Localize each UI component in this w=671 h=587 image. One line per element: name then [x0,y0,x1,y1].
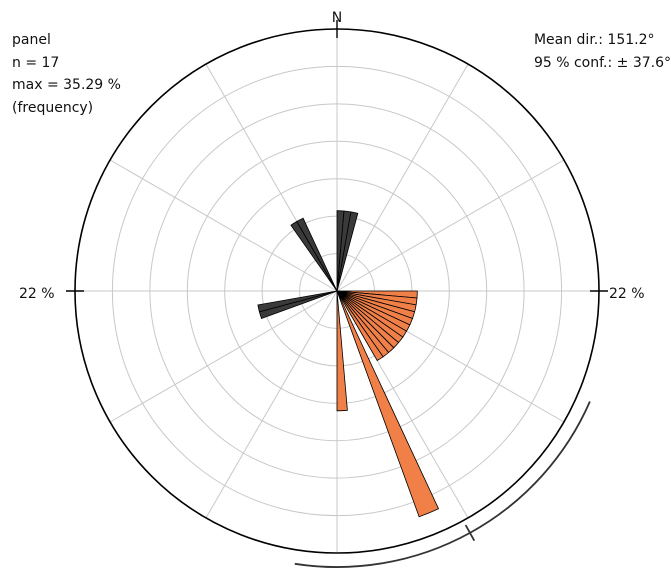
max-frequency: max = 35.29 % [12,77,121,93]
scale-label-left: 22 % [19,286,55,302]
petal-other [290,220,338,292]
panel-label: panel [12,32,51,48]
mean-direction: Mean dir.: 151.2° [533,32,655,48]
stats-panel-left: panel n = 17 max = 35.29 % (frequency) [12,29,121,119]
radial-line [109,290,338,423]
radial-line [336,159,565,292]
frequency-label: (frequency) [12,99,94,116]
radial-line [205,290,338,519]
sample-count: n = 17 [12,54,60,71]
radial-line [109,159,338,292]
stats-panel-right: Mean dir.: 151.2° 95 % conf.: ± 37.6° [534,29,671,74]
north-label: N [332,10,342,26]
outline-layer [66,20,608,568]
petal-highlight [336,290,384,362]
petal-other [296,217,338,292]
petal-other [336,211,359,292]
confidence-interval: 95 % conf.: ± 37.6° [533,54,671,71]
scale-label-right: 22 % [609,286,645,302]
mean-direction-tick [464,524,476,542]
radial-line [336,63,469,292]
confidence-arc [294,401,591,568]
petal-other [257,290,338,313]
petal-highlight [336,290,440,518]
petal-highlight [336,290,348,412]
petal-layer [257,210,440,518]
